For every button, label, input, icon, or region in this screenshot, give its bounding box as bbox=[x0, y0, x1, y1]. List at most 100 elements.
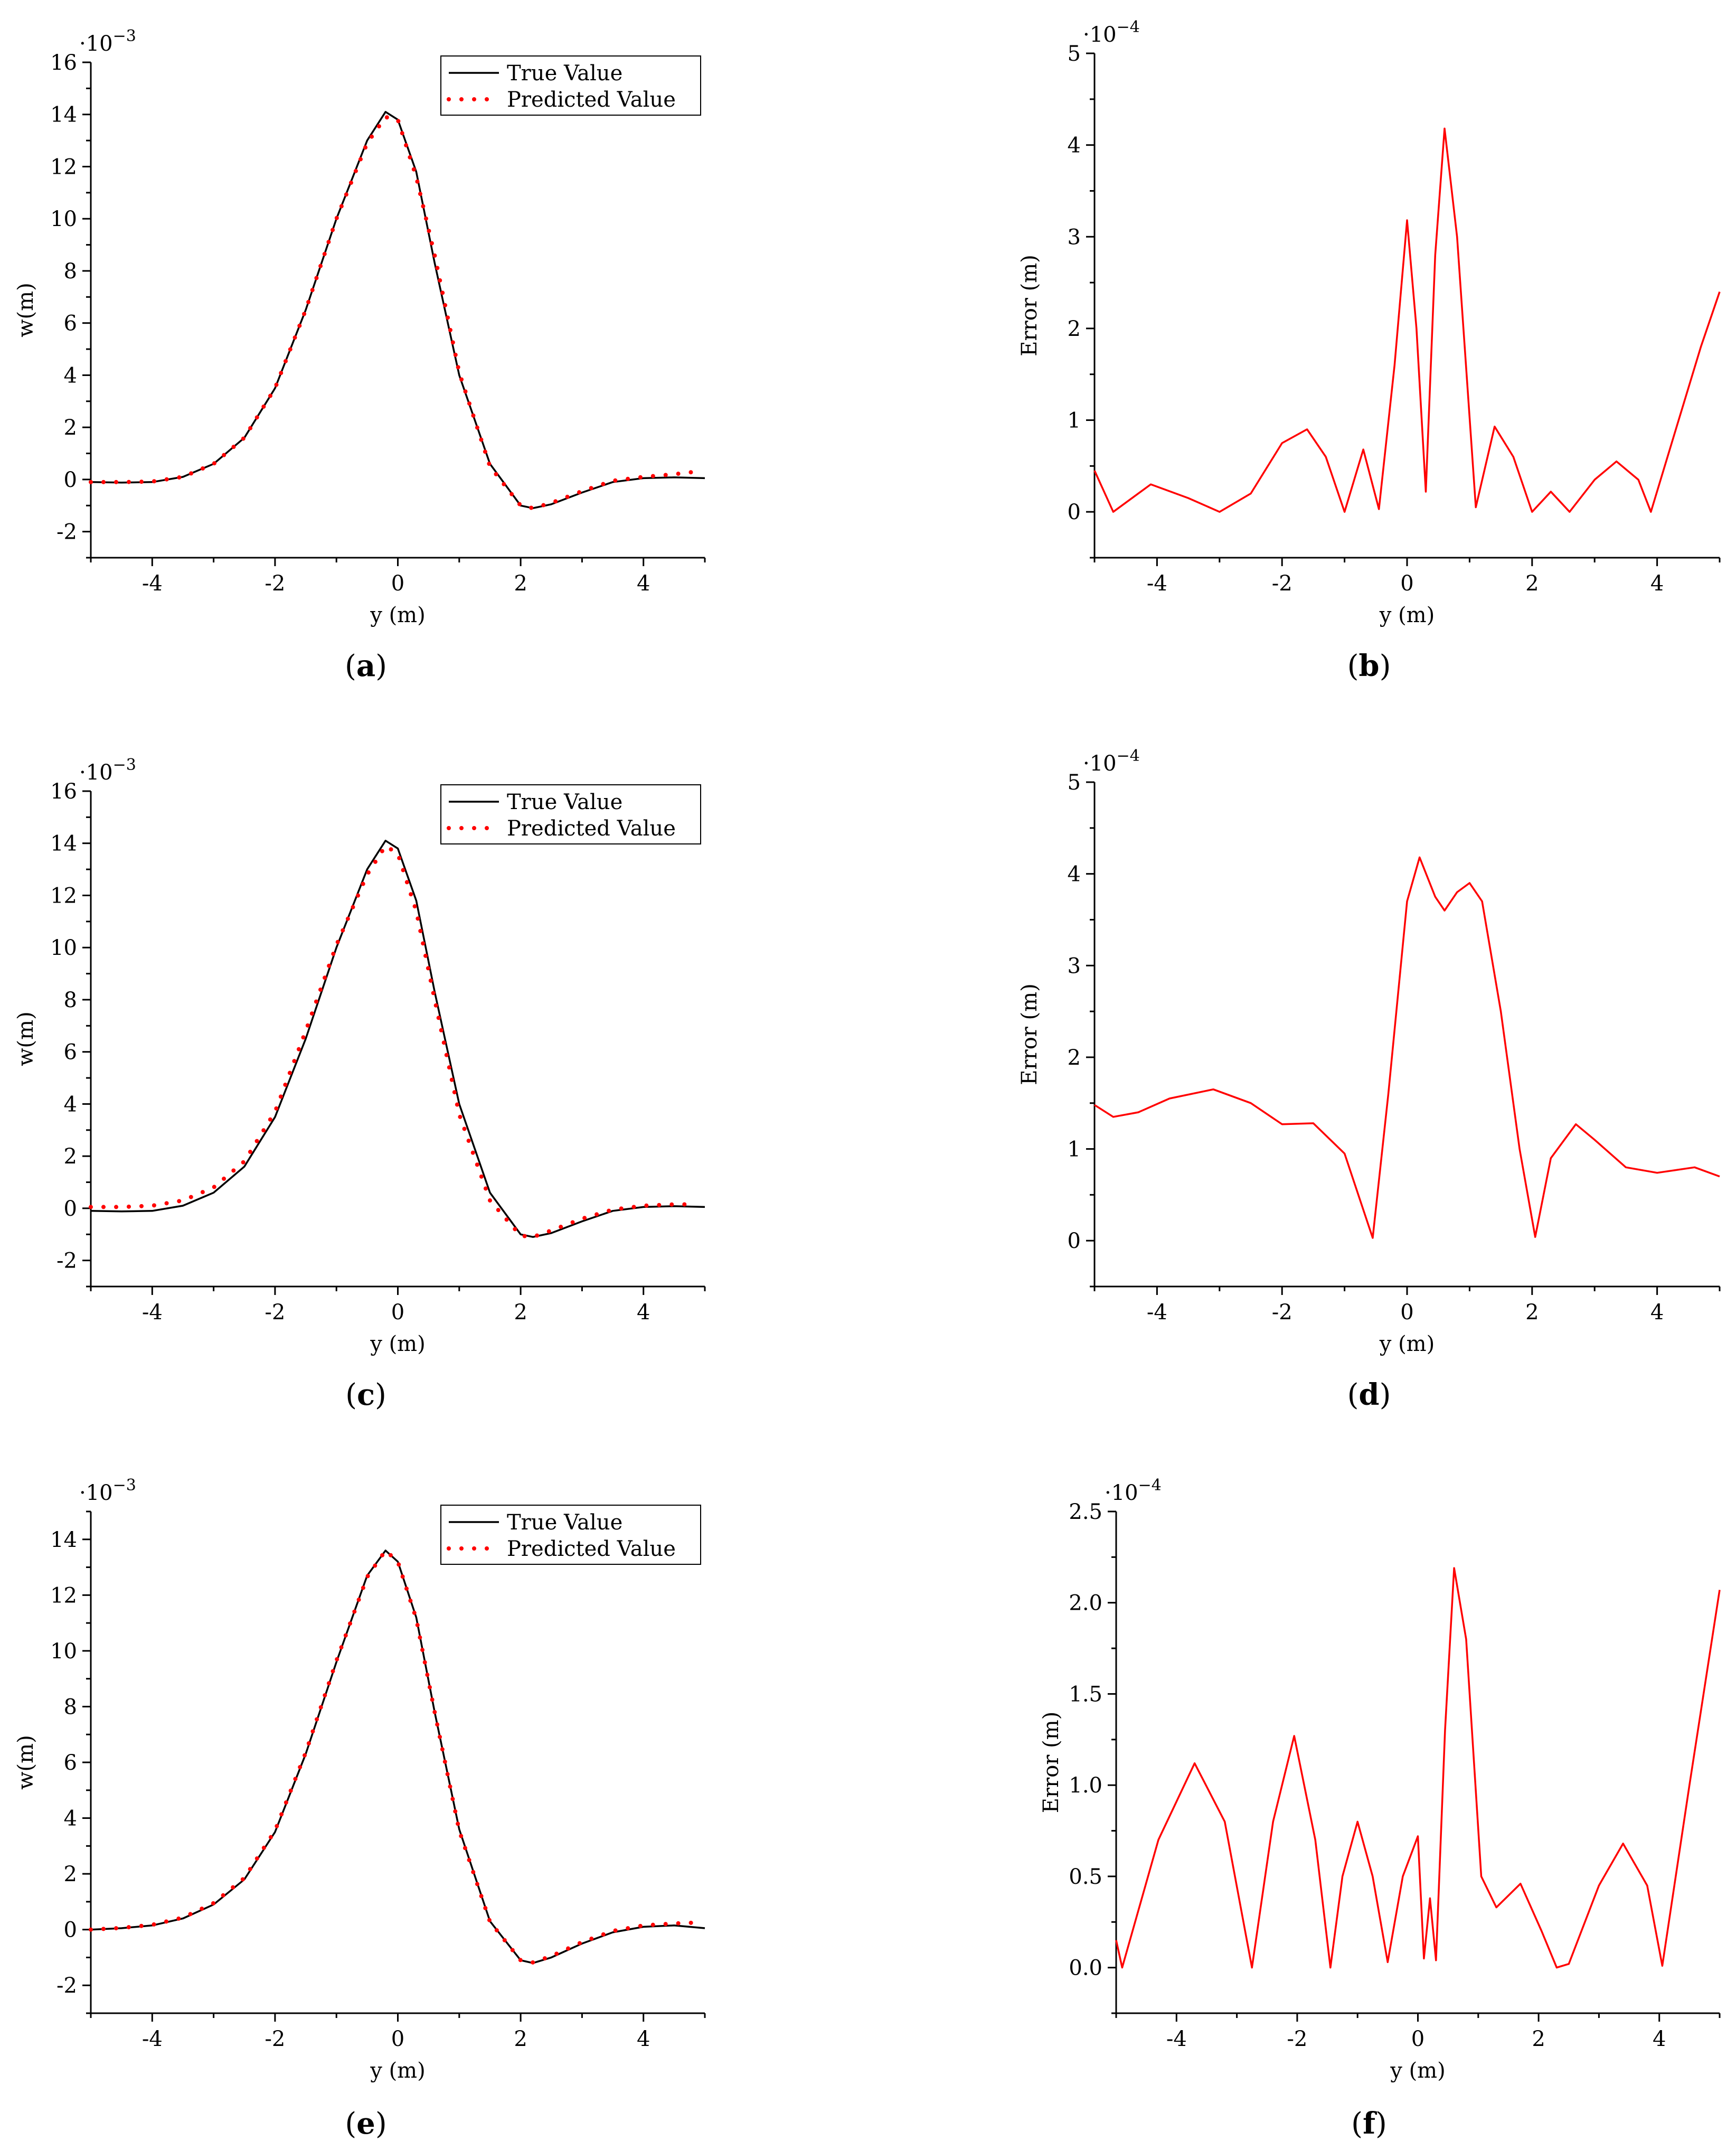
panel-caption: (d) bbox=[1347, 1377, 1391, 1412]
x-tick-label: -4 bbox=[142, 571, 163, 596]
x-axis-title: y (m) bbox=[370, 2059, 425, 2083]
x-axis-title: y (m) bbox=[370, 1332, 425, 1356]
y-tick-label: 5 bbox=[1068, 771, 1081, 795]
x-tick-label: 0 bbox=[391, 571, 404, 596]
x-tick-label: -4 bbox=[1166, 2027, 1187, 2051]
y-tick-label: 0.0 bbox=[1069, 1956, 1102, 1980]
y-tick-label: 4 bbox=[64, 1807, 77, 1831]
x-tick-label: 4 bbox=[637, 571, 650, 596]
chart-panel-f: -4 -2 0 2 4 0.0 0.5 1.0 1.5 2.0 2.5·10−4 y (m) Error… bbox=[1039, 1476, 1721, 2141]
x-tick-label: -2 bbox=[265, 571, 285, 596]
series-line-predicted-value bbox=[89, 115, 698, 511]
y-tick-label: 6 bbox=[64, 1040, 77, 1065]
series-line-predicted-value bbox=[89, 843, 698, 1240]
x-tick-label: 0 bbox=[391, 1300, 404, 1325]
legend-label: Predicted Value bbox=[507, 1537, 676, 1561]
x-tick-label: -2 bbox=[1287, 2027, 1307, 2051]
y-tick-label: 5 bbox=[1068, 42, 1081, 66]
y-tick-label: -2 bbox=[56, 1974, 77, 1998]
x-tick-label: -4 bbox=[142, 2027, 163, 2051]
x-axis-title: y (m) bbox=[1379, 603, 1435, 627]
series-line-true-value bbox=[90, 111, 705, 509]
series-line-predicted-value bbox=[89, 1548, 698, 1965]
chart-panel-b: -4 -2 0 2 4 0 1 2 3 4 5·10−4 y (m) Error (m) (b) bbox=[1017, 18, 1721, 683]
y-tick-label: 2.5 bbox=[1069, 1500, 1102, 1524]
legend-label: True Value bbox=[507, 61, 622, 86]
y-tick-label: 0.5 bbox=[1069, 1865, 1102, 1889]
y-tick-label: 0 bbox=[64, 468, 77, 492]
y-tick-label: 1.0 bbox=[1069, 1773, 1102, 1798]
series-line-error bbox=[1094, 856, 1720, 1239]
y-axis-title: w(m) bbox=[14, 283, 38, 337]
axis-multiplier-label: ·10−3 bbox=[79, 1476, 136, 1505]
y-tick-label: 4 bbox=[64, 363, 77, 388]
y-tick-label: 1 bbox=[1068, 1138, 1081, 1162]
x-tick-label: 2 bbox=[514, 1300, 527, 1325]
y-tick-label: 6 bbox=[64, 312, 77, 336]
x-tick-label: 4 bbox=[1653, 2027, 1666, 2051]
panel-caption: (b) bbox=[1347, 649, 1391, 683]
y-tick-label: 3 bbox=[1068, 225, 1081, 249]
x-tick-label: -2 bbox=[1272, 571, 1292, 596]
x-axis-title: y (m) bbox=[370, 603, 425, 627]
y-axis-title: Error (m) bbox=[1017, 983, 1042, 1085]
x-tick-label: 0 bbox=[391, 2027, 404, 2051]
x-tick-label: -4 bbox=[1147, 1300, 1167, 1325]
y-tick-label: 12 bbox=[50, 1583, 77, 1608]
y-tick-label: -2 bbox=[56, 520, 77, 544]
x-tick-label: 4 bbox=[1650, 571, 1664, 596]
y-axis-title: Error (m) bbox=[1039, 1712, 1063, 1814]
x-tick-label: -2 bbox=[265, 2027, 285, 2051]
y-tick-label: 8 bbox=[64, 1695, 77, 1719]
y-tick-label: 4 bbox=[64, 1092, 77, 1116]
x-tick-label: 2 bbox=[1525, 1300, 1539, 1325]
y-tick-label: 14 bbox=[50, 1528, 77, 1552]
axis-multiplier-label: ·10−4 bbox=[1083, 18, 1140, 47]
axis-multiplier-label: ·10−3 bbox=[79, 756, 136, 785]
y-tick-label: 2 bbox=[64, 416, 77, 440]
legend-label: True Value bbox=[507, 1510, 622, 1535]
x-tick-label: 0 bbox=[1411, 2027, 1424, 2051]
panel-caption: (f) bbox=[1351, 2106, 1387, 2141]
chart-panel-c: -4 -2 0 2 4 -2 0 2 4 6 8 10 12 14 16·10−3 y (m) w(m) True… bbox=[14, 756, 706, 1412]
y-tick-label: 16 bbox=[50, 780, 77, 804]
x-tick-label: 4 bbox=[1650, 1300, 1664, 1325]
y-tick-label: 10 bbox=[50, 207, 77, 231]
y-tick-label: 4 bbox=[1068, 134, 1081, 158]
y-tick-label: 0 bbox=[64, 1197, 77, 1221]
y-tick-label: 2 bbox=[1068, 317, 1081, 341]
series-line-true-value bbox=[90, 1550, 705, 1964]
y-tick-label: 1.5 bbox=[1069, 1682, 1102, 1706]
y-tick-label: 6 bbox=[64, 1751, 77, 1775]
legend-label: Predicted Value bbox=[507, 88, 676, 112]
x-tick-label: 4 bbox=[637, 1300, 650, 1325]
y-tick-label: 2 bbox=[1068, 1046, 1081, 1070]
y-tick-label: 0 bbox=[1068, 500, 1081, 524]
y-axis-title: w(m) bbox=[14, 1011, 38, 1066]
legend-label: Predicted Value bbox=[507, 816, 676, 841]
x-tick-label: 2 bbox=[1532, 2027, 1545, 2051]
series-line-error bbox=[1115, 1567, 1721, 1969]
series-line-true-value bbox=[90, 840, 705, 1238]
y-tick-label: 0 bbox=[64, 1918, 77, 1942]
x-tick-label: -4 bbox=[1147, 571, 1167, 596]
x-tick-label: 0 bbox=[1400, 571, 1413, 596]
axis-multiplier-label: ·10−4 bbox=[1083, 747, 1140, 776]
y-tick-label: 1 bbox=[1068, 409, 1081, 433]
y-tick-label: 2 bbox=[64, 1862, 77, 1886]
y-tick-label: 16 bbox=[50, 51, 77, 75]
chart-panel-e: -4 -2 0 2 4 -2 0 2 4 6 8 10 12 14·10−3 y (m) w(m) True V… bbox=[14, 1476, 706, 2141]
y-tick-label: 10 bbox=[50, 1639, 77, 1664]
y-axis-title: w(m) bbox=[14, 1735, 38, 1789]
y-tick-label: 8 bbox=[64, 988, 77, 1012]
chart-panel-a: -4 -2 0 2 4 -2 0 2 4 6 8 10 12 14 16·10−3 y (m) w(m) True… bbox=[14, 27, 706, 683]
panel-caption: (e) bbox=[345, 2106, 386, 2141]
y-tick-label: 2.0 bbox=[1069, 1591, 1102, 1616]
axis-multiplier-label: ·10−4 bbox=[1105, 1476, 1162, 1505]
panel-caption: (c) bbox=[345, 1377, 386, 1412]
x-tick-label: -4 bbox=[142, 1300, 163, 1325]
x-tick-label: 2 bbox=[1525, 571, 1539, 596]
axis-multiplier-label: ·10−3 bbox=[79, 27, 136, 56]
y-tick-label: 12 bbox=[50, 155, 77, 179]
